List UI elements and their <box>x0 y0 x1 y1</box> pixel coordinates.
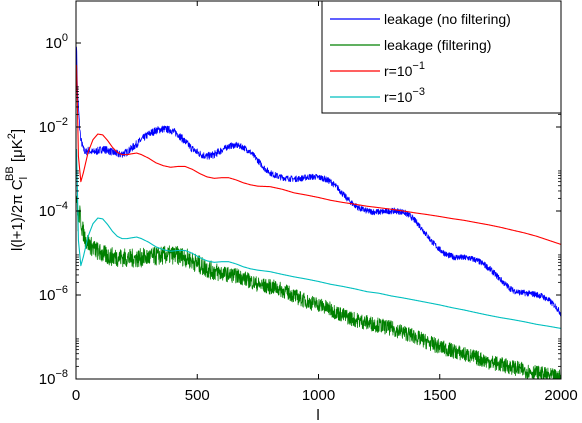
x-tick-label-2: 1000 <box>302 387 335 404</box>
x-axis-label: l <box>316 407 319 423</box>
y-axis-label: l(l+1)/2π ClBB [μK2] <box>4 129 30 251</box>
series-layer <box>76 46 561 379</box>
y-axis-label-sup: BB <box>4 166 16 181</box>
y-tick-label-3: 10−2 <box>39 116 68 136</box>
y-axis-label-unit-close: ] <box>9 129 26 133</box>
x-tick-label-0: 0 <box>72 387 80 404</box>
x-tick-label-3: 1500 <box>423 387 456 404</box>
y-tick-label-0: 10−8 <box>39 368 68 388</box>
x-tick-label-1: 500 <box>185 387 210 404</box>
y-axis-label-sub: l <box>18 177 30 179</box>
y-axis-label-main: l(l+1)/2π C <box>9 179 26 251</box>
series-line-1 <box>76 195 561 379</box>
axis-layer: 0 500 1000 1500 2000 10−8 10−6 10−4 10−2 100 <box>39 1 578 404</box>
y-tick-label-2: 10−4 <box>39 200 68 220</box>
legend-label-3: r=10−3 <box>384 86 425 105</box>
y-axis-label-unit-sup: 2 <box>6 133 18 139</box>
x-tick-label-4: 2000 <box>544 387 577 404</box>
series-line-0 <box>76 46 561 317</box>
plot-frame <box>75 0 562 380</box>
y-tick-label-1: 10−6 <box>39 284 68 304</box>
legend-label-0: leakage (no filtering) <box>384 11 511 27</box>
legend: leakage (no filtering) leakage (filtering… <box>321 0 562 114</box>
series-line-2 <box>76 64 561 245</box>
legend-box <box>321 0 562 114</box>
legend-label-2: r=10−1 <box>384 60 425 79</box>
legend-label-1: leakage (filtering) <box>384 37 491 53</box>
y-tick-label-4: 100 <box>45 32 68 52</box>
y-axis-label-unit-open: [μK <box>9 139 26 166</box>
series-line-3 <box>76 148 561 329</box>
